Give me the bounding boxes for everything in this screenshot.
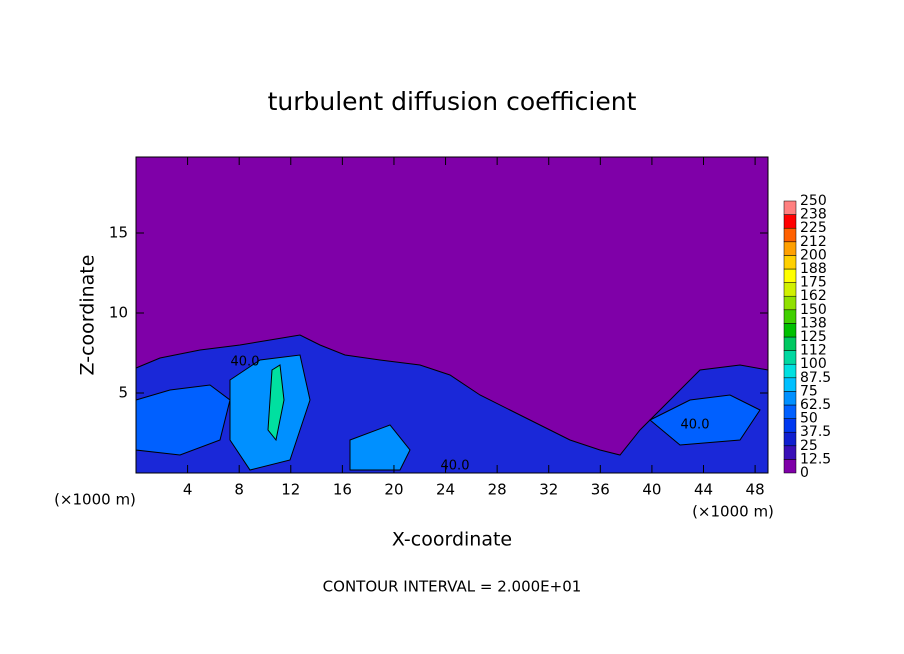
colorbar-swatch — [783, 404, 797, 419]
y-tick-label: 15 — [109, 224, 128, 242]
colorbar-swatch — [783, 309, 797, 324]
contour-label: 40.0 — [441, 459, 470, 474]
colorbar-label: 138 — [800, 315, 827, 331]
colorbar-swatch — [783, 363, 797, 379]
colorbar-label: 175 — [800, 275, 827, 291]
colorbar-swatch — [783, 268, 797, 283]
colorbar-label: 188 — [800, 261, 827, 277]
x-tick-label: 40 — [642, 481, 661, 499]
colorbar-label: 150 — [800, 302, 827, 318]
contour-label: 40.0 — [681, 418, 710, 433]
colorbar-swatch — [783, 255, 797, 270]
colorbar-label: 200 — [800, 247, 827, 263]
x-axis-label: X-coordinate — [392, 529, 512, 551]
colorbar-label: 50 — [800, 411, 818, 427]
colorbar-swatch — [783, 200, 797, 215]
x-tick-label: 16 — [333, 481, 352, 499]
colorbar-label: 62.5 — [800, 397, 831, 413]
colorbar-swatch — [783, 214, 797, 229]
x-tick-label: 32 — [539, 481, 558, 499]
colorbar-label: 250 — [800, 193, 827, 209]
colorbar-swatch — [783, 459, 797, 474]
x-tick-label: 36 — [591, 481, 610, 499]
colorbar-swatch — [783, 418, 797, 433]
x-tick-label: 12 — [281, 481, 300, 499]
colorbar-swatch — [783, 295, 797, 311]
colorbar-swatch — [783, 323, 797, 338]
y-tick-label: 5 — [118, 384, 128, 402]
colorbar-label: 112 — [800, 343, 827, 359]
x-tick-label: 24 — [436, 481, 455, 499]
colorbar-label: 0 — [800, 465, 809, 481]
y-axis-label: Z-coordinate — [77, 255, 99, 376]
field-region — [649, 394, 761, 446]
plot-frame — [135, 156, 769, 474]
colorbar-label: 75 — [800, 383, 818, 399]
colorbar-label: 12.5 — [800, 451, 831, 467]
field-region — [267, 364, 285, 442]
x-tick-label: 8 — [234, 481, 244, 499]
colorbar-label: 100 — [800, 356, 827, 372]
x-tick-label: 4 — [183, 481, 193, 499]
contour-label: 40.0 — [231, 355, 260, 370]
colorbar-label: 212 — [800, 234, 827, 250]
x-tick-label: 28 — [488, 481, 507, 499]
colorbar-swatch — [783, 336, 797, 351]
field-region — [349, 424, 411, 471]
colorbar-swatch — [783, 241, 797, 256]
field-region — [135, 384, 231, 456]
y-tick-label: 10 — [109, 304, 128, 322]
colorbar-label: 238 — [800, 207, 827, 223]
colorbar-label: 125 — [800, 329, 827, 345]
colorbar-swatch — [783, 391, 797, 406]
footer: CONTOUR INTERVAL = 2.000E+01 — [323, 578, 582, 596]
x-tick-label: 48 — [746, 481, 765, 499]
x-tick-label: 20 — [384, 481, 403, 499]
colorbar-swatch — [783, 227, 797, 243]
colorbar-label: 225 — [800, 220, 827, 236]
x-tick-label: 44 — [694, 481, 713, 499]
colorbar-label: 25 — [800, 438, 818, 454]
field — [135, 156, 769, 474]
colorbar-label: 162 — [800, 288, 827, 304]
colorbar-label: 37.5 — [800, 424, 831, 440]
x-unit: (×1000 m) — [54, 491, 136, 509]
chart-title: turbulent diffusion coefficient — [268, 87, 637, 116]
x-unit: (×1000 m) — [692, 503, 774, 521]
colorbar-swatch — [783, 350, 797, 365]
colorbar-label: 87.5 — [800, 370, 831, 386]
colorbar-swatch — [783, 431, 797, 447]
colorbar-swatch — [783, 445, 797, 460]
colorbar-swatch — [783, 377, 797, 392]
colorbar-swatch — [783, 282, 797, 297]
